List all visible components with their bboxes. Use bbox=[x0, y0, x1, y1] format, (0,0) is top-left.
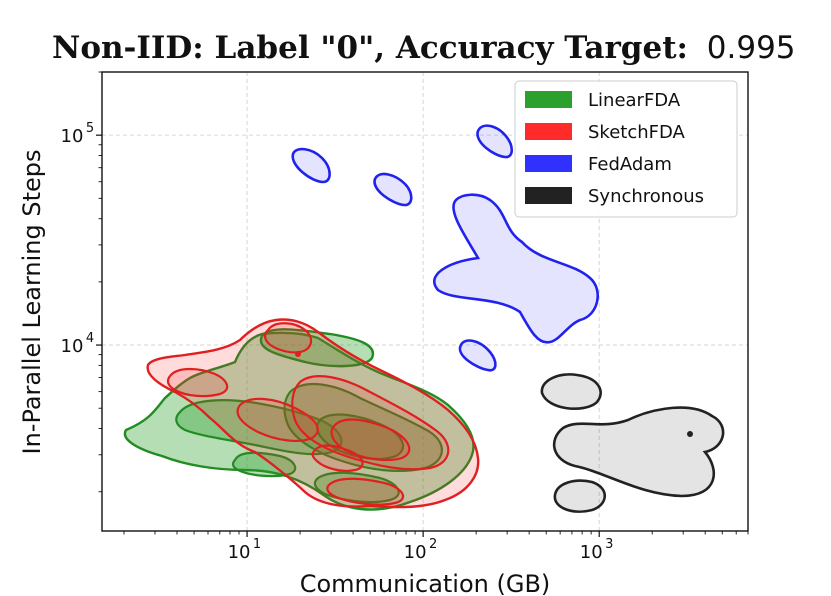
series-sketchfda-contours bbox=[146, 318, 480, 509]
plot-frame bbox=[101, 71, 749, 532]
y-axis-label: In-Parallel Learning Steps bbox=[18, 150, 46, 455]
synchronous-contour-peak bbox=[687, 431, 693, 437]
contour-layer bbox=[123, 124, 725, 513]
chart-title-value: 0.995 bbox=[707, 30, 796, 66]
sketchfda-contour-inner-1 bbox=[330, 418, 411, 462]
legend-label-synchronous: Synchronous bbox=[588, 186, 704, 207]
sketchfda-contour-left bbox=[166, 367, 229, 398]
legend-swatch-synchronous bbox=[525, 187, 572, 204]
chart-title: Non-IID: Label "0", Accuracy Target: 0.9… bbox=[52, 30, 796, 66]
legend-box bbox=[514, 80, 738, 218]
legend-swatch-fedadam bbox=[525, 155, 572, 172]
grid-lines bbox=[102, 72, 748, 531]
sketchfda-contour-inner-2 bbox=[311, 444, 364, 472]
fedadam-contour-small-2 bbox=[373, 172, 413, 207]
x-tick-label: 10 bbox=[580, 542, 603, 563]
sketchfda-contour-peak bbox=[295, 351, 301, 357]
legend-swatch-sketchfda bbox=[525, 123, 572, 140]
fedadam-contour-main bbox=[433, 193, 600, 344]
y-tick-label: 10 bbox=[61, 126, 84, 147]
x-tick-label: 10 bbox=[404, 542, 427, 563]
fedadam-contour-small-3 bbox=[291, 147, 331, 184]
fedadam-contour-small-4 bbox=[476, 124, 514, 159]
synchronous-contour-upper bbox=[540, 373, 602, 410]
synchronous-contour-main bbox=[552, 406, 725, 498]
legend: LinearFDA SketchFDA FedAdam Synchronous bbox=[514, 80, 738, 218]
y-tick-exponent: 5 bbox=[86, 121, 94, 136]
x-tick-exponent: 2 bbox=[429, 537, 437, 552]
x-tick-exponent: 3 bbox=[605, 537, 613, 552]
chart-title-text: Non-IID: Label "0", Accuracy Target: bbox=[52, 30, 688, 66]
fedadam-contour-small-1 bbox=[458, 339, 497, 372]
linearfda-contour-outer bbox=[123, 331, 475, 511]
sketchfda-contour-mid-1 bbox=[236, 397, 319, 442]
legend-label-fedadam: FedAdam bbox=[588, 154, 672, 175]
x-tick-exponent: 1 bbox=[253, 537, 261, 552]
linearfda-contour-top bbox=[259, 328, 375, 368]
y-tick-label: 10 bbox=[61, 336, 84, 357]
x-axis-label: Communication (GB) bbox=[300, 570, 551, 596]
series-fedadam-contours bbox=[291, 124, 600, 372]
y-tick-exponent: 4 bbox=[86, 331, 94, 346]
synchronous-contour-lower bbox=[553, 479, 607, 513]
x-tick-label: 10 bbox=[228, 542, 251, 563]
series-synchronous-contours bbox=[540, 373, 725, 513]
legend-swatch-linearfda bbox=[525, 91, 572, 108]
legend-label-linearfda: LinearFDA bbox=[588, 90, 681, 111]
sketchfda-contour-inner-3 bbox=[326, 477, 405, 506]
series-linearfda-contours bbox=[123, 328, 475, 511]
legend-label-sketchfda: SketchFDA bbox=[588, 122, 686, 143]
